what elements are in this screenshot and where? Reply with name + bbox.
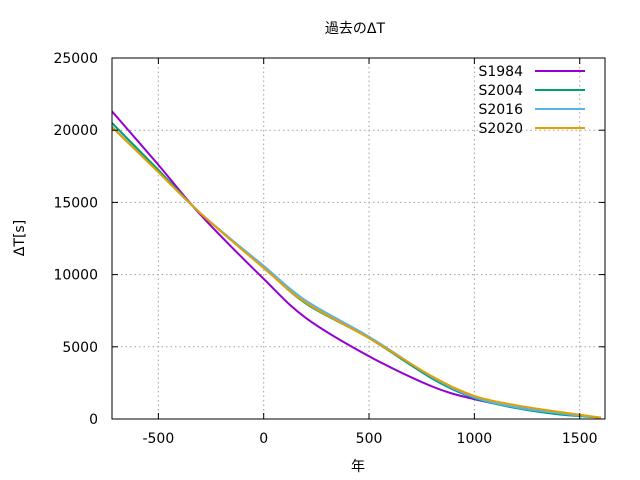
grid (112, 58, 605, 419)
y-axis-label: ΔT[s] (12, 220, 28, 256)
x-tick-label: 1000 (457, 431, 493, 447)
legend-label-s1984: S1984 (478, 64, 523, 80)
y-tick-label: 15000 (53, 195, 98, 211)
series-line-s2020 (111, 126, 601, 419)
x-tick-label: 500 (356, 431, 383, 447)
legend: S1984 S2004 S2016 S2020 (478, 64, 585, 137)
y-tick-label: 25000 (53, 51, 98, 67)
series-lines (111, 110, 601, 419)
x-tick-label: -500 (142, 431, 174, 447)
chart-title: 過去のΔT (325, 21, 386, 37)
legend-label-s2016: S2016 (478, 102, 523, 118)
legend-label-s2004: S2004 (478, 83, 523, 99)
x-tick-label: 0 (259, 431, 268, 447)
legend-label-s2020: S2020 (478, 121, 523, 137)
ticks: -500 0 500 1000 1500050001000015000200002500… (53, 51, 605, 447)
y-tick-label: 0 (89, 412, 98, 428)
x-axis-label: 年 (351, 459, 365, 475)
y-tick-label: 10000 (53, 268, 98, 284)
y-tick-label: 5000 (62, 340, 98, 356)
y-tick-label: 20000 (53, 123, 98, 139)
x-tick-label: 1500 (562, 431, 598, 447)
plot-frame (111, 57, 606, 420)
